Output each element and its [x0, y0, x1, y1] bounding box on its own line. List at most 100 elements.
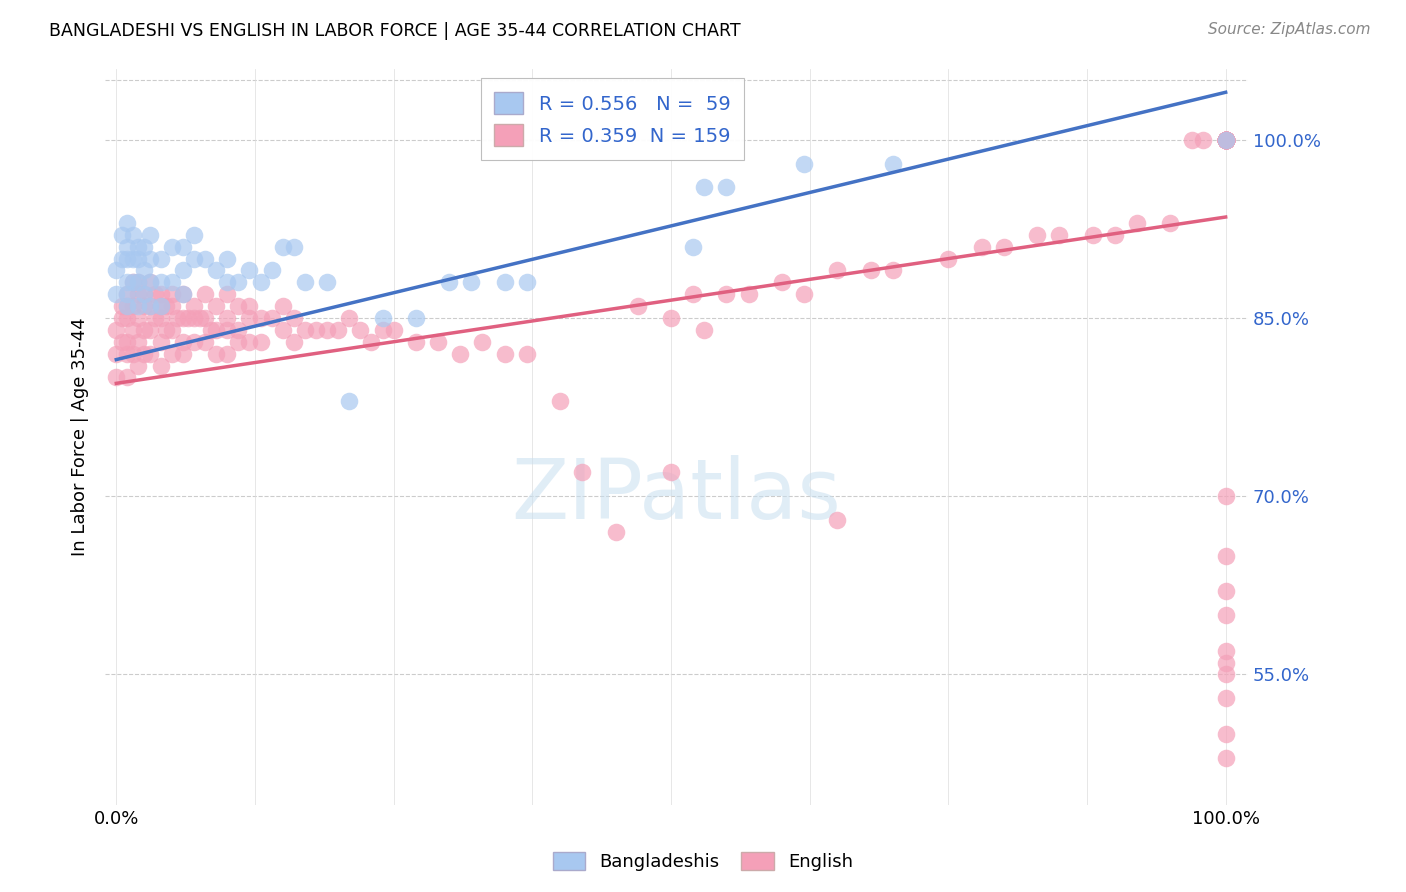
Point	[405, 311, 427, 326]
Point	[1215, 133, 1237, 147]
Point	[132, 240, 155, 254]
Point	[260, 311, 283, 326]
Point	[1215, 133, 1237, 147]
Point	[149, 311, 172, 326]
Point	[117, 252, 139, 266]
Point	[128, 287, 150, 301]
Point	[172, 287, 194, 301]
Point	[360, 334, 382, 349]
Point	[228, 299, 250, 313]
Point	[228, 323, 250, 337]
Point	[172, 240, 194, 254]
Point	[128, 334, 150, 349]
Point	[128, 299, 150, 313]
Point	[1215, 133, 1237, 147]
Point	[460, 276, 482, 290]
Legend: R = 0.556   N =  59, R = 0.359  N = 159: R = 0.556 N = 59, R = 0.359 N = 159	[481, 78, 744, 160]
Point	[117, 334, 139, 349]
Point	[138, 323, 160, 337]
Y-axis label: In Labor Force | Age 35-44: In Labor Force | Age 35-44	[72, 318, 89, 556]
Point	[238, 263, 260, 277]
Point	[149, 359, 172, 373]
Point	[166, 311, 188, 326]
Point	[271, 299, 294, 313]
Point	[205, 346, 228, 360]
Point	[132, 263, 155, 277]
Point	[659, 466, 682, 480]
Point	[122, 299, 145, 313]
Point	[328, 323, 350, 337]
Point	[1047, 227, 1070, 242]
Point	[160, 299, 183, 313]
Point	[936, 252, 959, 266]
Point	[1215, 133, 1237, 147]
Point	[217, 276, 239, 290]
Point	[1215, 133, 1237, 147]
Text: ZIPatlas: ZIPatlas	[512, 455, 841, 536]
Point	[217, 287, 239, 301]
Point	[659, 311, 682, 326]
Point	[172, 287, 194, 301]
Point	[105, 287, 128, 301]
Point	[1215, 133, 1237, 147]
Point	[1026, 227, 1049, 242]
Point	[117, 287, 139, 301]
Point	[337, 311, 360, 326]
Point	[183, 299, 205, 313]
Point	[117, 370, 139, 384]
Point	[260, 263, 283, 277]
Point	[882, 263, 904, 277]
Point	[194, 334, 217, 349]
Point	[382, 323, 405, 337]
Point	[1215, 133, 1237, 147]
Point	[1215, 133, 1237, 147]
Point	[128, 276, 150, 290]
Point	[882, 156, 904, 170]
Point	[105, 346, 128, 360]
Point	[449, 346, 471, 360]
Point	[138, 276, 160, 290]
Point	[105, 370, 128, 384]
Point	[605, 524, 627, 539]
Point	[132, 346, 155, 360]
Point	[1215, 133, 1237, 147]
Point	[149, 299, 172, 313]
Point	[1215, 133, 1237, 147]
Point	[194, 311, 217, 326]
Point	[194, 252, 217, 266]
Point	[149, 334, 172, 349]
Point	[117, 299, 139, 313]
Point	[427, 334, 450, 349]
Point	[494, 346, 516, 360]
Point	[117, 287, 139, 301]
Point	[183, 227, 205, 242]
Point	[117, 311, 139, 326]
Point	[117, 299, 139, 313]
Point	[228, 334, 250, 349]
Point	[238, 311, 260, 326]
Point	[405, 334, 427, 349]
Point	[149, 276, 172, 290]
Point	[249, 276, 271, 290]
Point	[437, 276, 460, 290]
Point	[682, 240, 704, 254]
Point	[682, 287, 704, 301]
Point	[349, 323, 371, 337]
Point	[205, 323, 228, 337]
Point	[172, 263, 194, 277]
Point	[1215, 656, 1237, 670]
Point	[122, 323, 145, 337]
Point	[138, 276, 160, 290]
Point	[1215, 133, 1237, 147]
Point	[160, 323, 183, 337]
Point	[1215, 691, 1237, 706]
Text: Source: ZipAtlas.com: Source: ZipAtlas.com	[1208, 22, 1371, 37]
Point	[217, 311, 239, 326]
Point	[205, 299, 228, 313]
Point	[1181, 133, 1204, 147]
Point	[571, 466, 593, 480]
Point	[1104, 227, 1126, 242]
Point	[1215, 133, 1237, 147]
Point	[693, 323, 716, 337]
Point	[128, 359, 150, 373]
